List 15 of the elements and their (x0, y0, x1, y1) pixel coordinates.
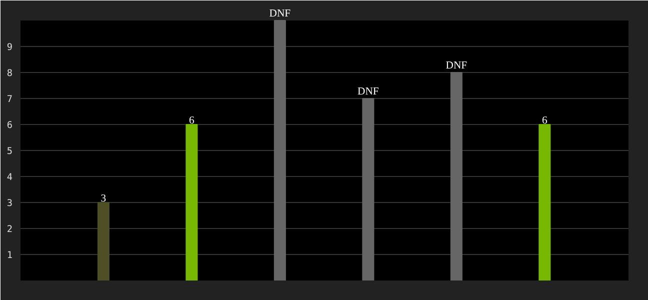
y-tick-label: 3 (6, 198, 13, 209)
y-tick-label: 2 (6, 224, 13, 235)
y-tick-label: 1 (6, 250, 13, 261)
y-tick-label: 6 (6, 120, 13, 131)
y-tick-label: 5 (6, 146, 13, 157)
data-label: DNF (358, 86, 379, 98)
y-tick-label: 4 (6, 172, 13, 183)
data-label: 6 (542, 116, 548, 126)
data-label: 3 (100, 194, 106, 204)
y-tick-label: 8 (6, 68, 13, 79)
data-label: 6 (189, 116, 196, 126)
data-label: DNF (446, 60, 468, 72)
y-tick-label: 9 (6, 42, 13, 53)
data-label: DNF (269, 8, 291, 20)
y-tick-label: 7 (6, 94, 13, 105)
